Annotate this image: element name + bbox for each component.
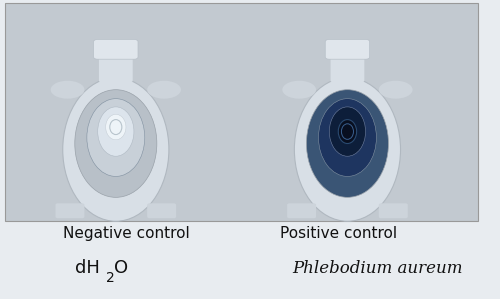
- Ellipse shape: [62, 78, 169, 221]
- FancyBboxPatch shape: [94, 39, 138, 59]
- Ellipse shape: [87, 99, 145, 176]
- FancyBboxPatch shape: [147, 203, 176, 218]
- Text: Phlebodium aureum: Phlebodium aureum: [292, 260, 462, 277]
- Text: Positive control: Positive control: [280, 226, 397, 241]
- Ellipse shape: [50, 81, 84, 99]
- Text: O: O: [114, 259, 128, 277]
- Ellipse shape: [330, 107, 366, 156]
- Ellipse shape: [294, 78, 401, 221]
- Ellipse shape: [338, 120, 356, 144]
- Ellipse shape: [282, 81, 316, 99]
- Ellipse shape: [106, 114, 126, 140]
- Ellipse shape: [306, 90, 388, 197]
- Ellipse shape: [98, 107, 134, 156]
- Ellipse shape: [379, 81, 412, 99]
- Ellipse shape: [318, 99, 376, 176]
- FancyBboxPatch shape: [330, 49, 364, 82]
- Text: Negative control: Negative control: [62, 226, 190, 241]
- FancyBboxPatch shape: [5, 3, 478, 221]
- FancyBboxPatch shape: [56, 203, 84, 218]
- FancyBboxPatch shape: [99, 49, 132, 82]
- Ellipse shape: [147, 81, 181, 99]
- FancyBboxPatch shape: [379, 203, 408, 218]
- Ellipse shape: [75, 90, 157, 197]
- FancyBboxPatch shape: [325, 39, 370, 59]
- FancyBboxPatch shape: [287, 203, 316, 218]
- Text: dH: dH: [75, 259, 100, 277]
- Text: 2: 2: [106, 271, 115, 285]
